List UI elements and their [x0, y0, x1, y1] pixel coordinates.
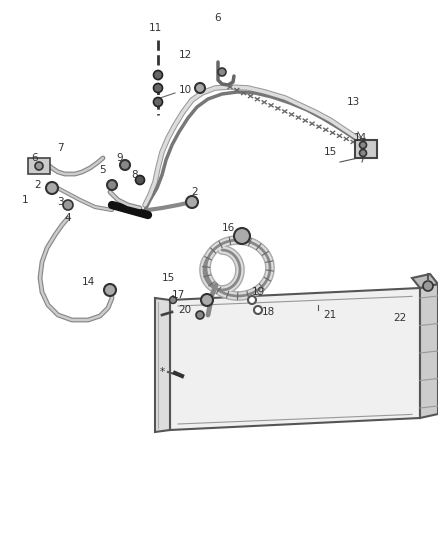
Text: 11: 11	[148, 23, 162, 33]
Circle shape	[254, 306, 262, 314]
Circle shape	[104, 284, 116, 296]
Circle shape	[196, 311, 204, 319]
Text: 3: 3	[57, 197, 64, 207]
Polygon shape	[170, 288, 420, 430]
Text: 9: 9	[117, 153, 124, 163]
Polygon shape	[412, 274, 438, 288]
Circle shape	[360, 149, 367, 157]
Circle shape	[63, 200, 73, 210]
Circle shape	[135, 175, 145, 184]
Circle shape	[46, 182, 58, 194]
Text: 15: 15	[323, 147, 337, 157]
Text: 10: 10	[178, 85, 191, 95]
Polygon shape	[155, 298, 170, 432]
Circle shape	[120, 160, 130, 170]
Text: 2: 2	[192, 187, 198, 197]
Text: 13: 13	[346, 97, 360, 107]
Text: 6: 6	[32, 153, 38, 163]
Text: 20: 20	[178, 305, 191, 315]
Bar	[355, 140, 377, 158]
Circle shape	[153, 70, 162, 79]
Text: 5: 5	[100, 165, 106, 175]
Text: 6: 6	[215, 13, 221, 23]
Circle shape	[234, 228, 250, 244]
Text: 18: 18	[261, 307, 275, 317]
Circle shape	[218, 68, 226, 76]
Circle shape	[186, 196, 198, 208]
Polygon shape	[420, 284, 438, 418]
Circle shape	[170, 296, 177, 303]
Text: 1: 1	[22, 195, 28, 205]
Text: 2: 2	[35, 180, 41, 190]
Text: 12: 12	[178, 50, 192, 60]
Circle shape	[248, 296, 256, 304]
Circle shape	[153, 98, 162, 107]
Text: 14: 14	[353, 133, 367, 143]
Text: 7: 7	[57, 143, 64, 153]
Circle shape	[35, 162, 43, 170]
Text: 4: 4	[65, 213, 71, 223]
Text: 22: 22	[393, 313, 406, 323]
Text: 8: 8	[132, 170, 138, 180]
Circle shape	[107, 180, 117, 190]
Text: *: *	[159, 367, 165, 377]
Circle shape	[201, 294, 213, 306]
Text: 19: 19	[251, 287, 265, 297]
Text: 21: 21	[323, 310, 337, 320]
Text: 17: 17	[171, 290, 185, 300]
Circle shape	[423, 281, 433, 291]
Text: *: *	[159, 363, 166, 377]
Circle shape	[153, 84, 162, 93]
Bar	[28, 158, 50, 174]
Text: 15: 15	[161, 273, 175, 283]
Text: 16: 16	[221, 223, 235, 233]
Text: 14: 14	[81, 277, 95, 287]
Circle shape	[360, 141, 367, 149]
Circle shape	[195, 83, 205, 93]
